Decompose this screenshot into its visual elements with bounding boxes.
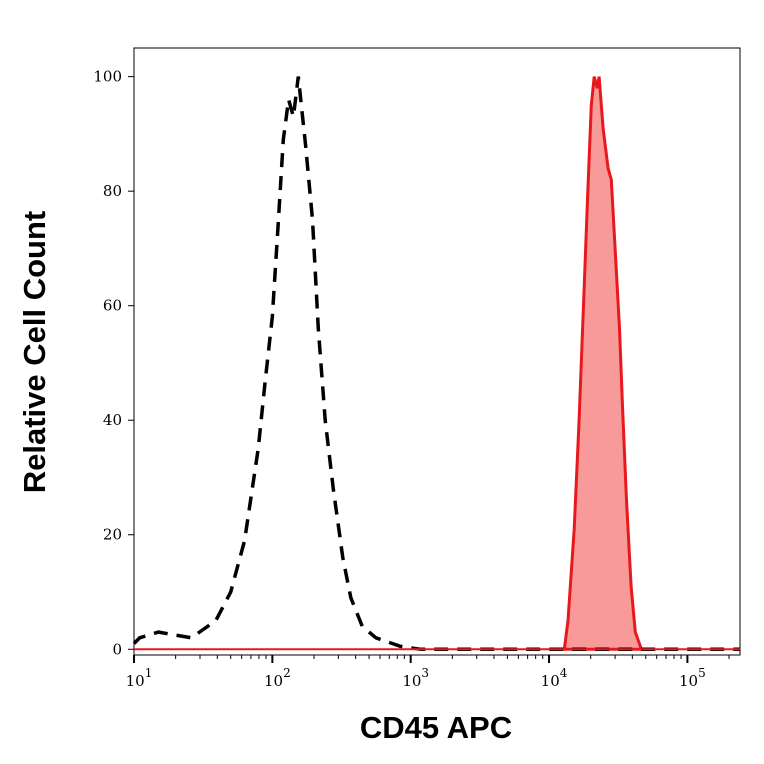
y-tick-label: 20 xyxy=(103,526,122,544)
y-tick-label: 40 xyxy=(103,411,122,429)
plot-frame xyxy=(133,47,741,656)
x-tick-label: 101 xyxy=(126,666,153,690)
y-tick-label: 80 xyxy=(103,182,122,200)
y-tick-label: 60 xyxy=(103,297,122,315)
x-axis-label: CD45 APC xyxy=(360,710,512,745)
x-tick-label: 105 xyxy=(679,666,706,690)
control-histogram-line xyxy=(132,76,740,652)
y-axis-label: Relative Cell Count xyxy=(17,211,52,494)
y-tick-label: 0 xyxy=(112,640,122,658)
x-tick-label: 102 xyxy=(264,666,291,690)
x-tick-label: 103 xyxy=(402,666,429,690)
positive-histogram-area xyxy=(562,76,644,651)
x-tick-label: 104 xyxy=(541,666,568,690)
y-tick-label: 100 xyxy=(93,68,122,86)
